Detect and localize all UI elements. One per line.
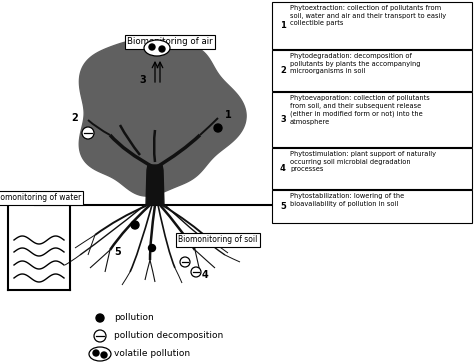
Text: 4: 4 xyxy=(201,270,209,280)
Polygon shape xyxy=(79,41,246,196)
Circle shape xyxy=(94,330,106,342)
Text: 2: 2 xyxy=(280,66,286,75)
Bar xyxy=(272,92,472,147)
Bar xyxy=(272,2,472,49)
Text: Phytostimulation: plant support of naturally
occurring soil microbial degradatio: Phytostimulation: plant support of natur… xyxy=(290,151,436,172)
Circle shape xyxy=(93,350,99,356)
Ellipse shape xyxy=(144,40,170,56)
Text: 3: 3 xyxy=(280,115,286,124)
Text: 1: 1 xyxy=(280,21,286,30)
Circle shape xyxy=(101,352,107,358)
Text: 2: 2 xyxy=(72,113,78,123)
Circle shape xyxy=(82,127,94,139)
Ellipse shape xyxy=(89,347,111,361)
Circle shape xyxy=(191,267,201,277)
Circle shape xyxy=(214,124,222,132)
Circle shape xyxy=(159,46,165,52)
Text: Phytoevaporation: collection of pollutants
from soil, and their subsequent relea: Phytoevaporation: collection of pollutan… xyxy=(290,95,430,125)
Bar xyxy=(272,148,472,189)
Text: volatile pollution: volatile pollution xyxy=(114,350,190,359)
Text: pollution decomposition: pollution decomposition xyxy=(114,331,223,340)
Text: Phytostabilization: lowering of the
bioavailability of pollution in soil: Phytostabilization: lowering of the bioa… xyxy=(290,193,404,207)
Text: 1: 1 xyxy=(225,110,231,120)
Text: Biomonitoring of soil: Biomonitoring of soil xyxy=(178,236,258,245)
Text: 3: 3 xyxy=(140,75,146,85)
Text: 5: 5 xyxy=(280,202,286,211)
Circle shape xyxy=(131,221,139,229)
Circle shape xyxy=(180,257,190,267)
Text: Phytoextraction: collection of pollutants from
soil, water and air and their tra: Phytoextraction: collection of pollutant… xyxy=(290,5,446,26)
Circle shape xyxy=(96,314,104,322)
Text: pollution: pollution xyxy=(114,314,154,322)
Text: Biomonitoring of water: Biomonitoring of water xyxy=(0,193,81,203)
Text: 5: 5 xyxy=(115,247,121,257)
Bar xyxy=(272,50,472,91)
Text: Biomonitoring of air: Biomonitoring of air xyxy=(127,37,213,46)
Circle shape xyxy=(148,245,155,252)
Text: 4: 4 xyxy=(280,164,286,173)
Circle shape xyxy=(149,44,155,50)
Bar xyxy=(272,190,472,223)
Text: Phytodegradation: decomposition of
pollutants by plants the accompanying
microor: Phytodegradation: decomposition of pollu… xyxy=(290,53,420,74)
Polygon shape xyxy=(146,165,164,205)
